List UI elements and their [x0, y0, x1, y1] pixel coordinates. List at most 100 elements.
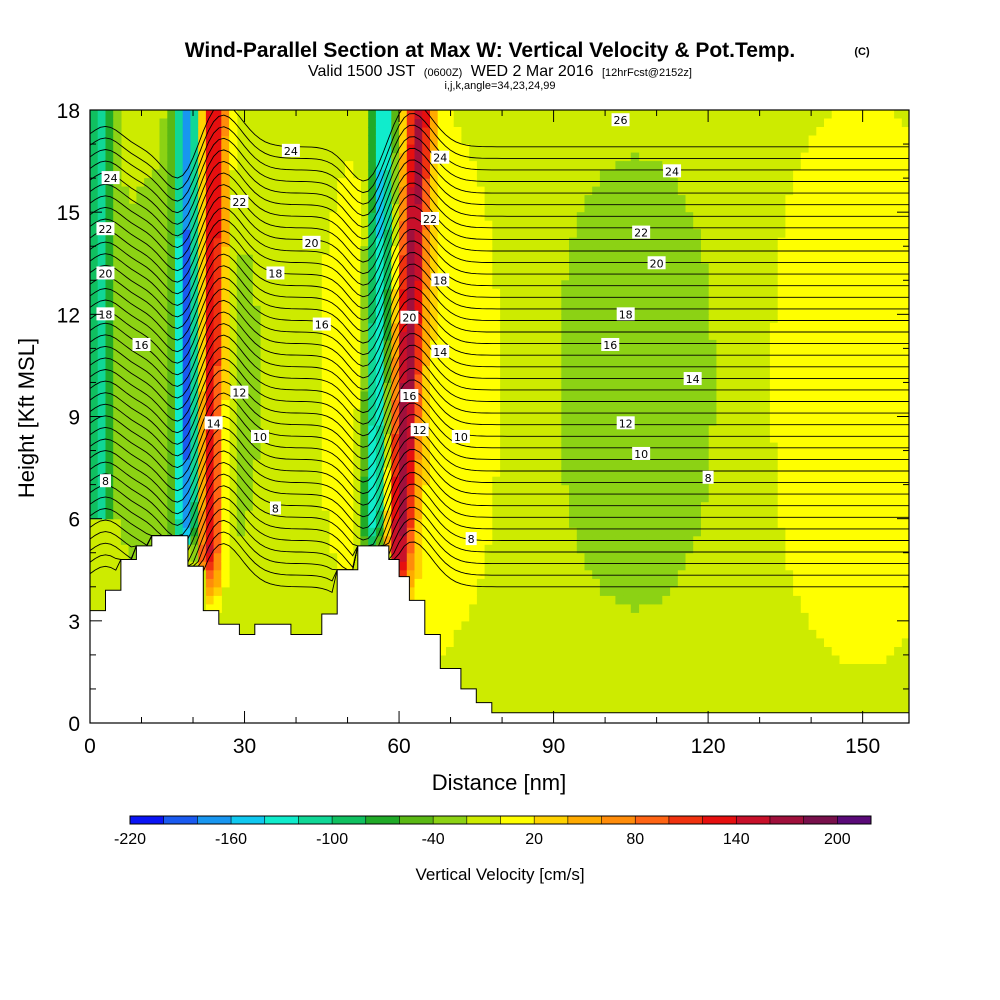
velocity-cell: [831, 493, 840, 503]
velocity-cell: [229, 118, 238, 128]
velocity-cell: [839, 544, 848, 554]
velocity-cell: [854, 399, 864, 409]
velocity-cell: [399, 467, 408, 477]
velocity-cell: [120, 425, 130, 435]
velocity-cell: [213, 442, 222, 452]
velocity-cell: [661, 186, 671, 196]
velocity-cell: [159, 356, 168, 366]
velocity-cell: [136, 399, 145, 409]
velocity-cell: [406, 263, 416, 273]
velocity-cell: [406, 229, 416, 239]
velocity-cell: [120, 501, 130, 511]
velocity-cell: [800, 288, 810, 298]
velocity-cell: [113, 246, 122, 256]
velocity-cell: [816, 229, 825, 239]
y-tick-label: 12: [57, 304, 80, 327]
velocity-cell: [661, 493, 671, 503]
velocity-cell: [893, 391, 902, 401]
velocity-cell: [677, 476, 686, 486]
velocity-cell: [692, 433, 701, 443]
velocity-cell: [182, 263, 191, 273]
velocity-cell: [437, 510, 446, 520]
velocity-cell: [607, 178, 616, 188]
velocity-cell: [638, 356, 647, 366]
velocity-cell: [368, 254, 377, 264]
velocity-cell: [654, 459, 663, 469]
velocity-cell: [808, 620, 817, 630]
velocity-cell: [654, 178, 663, 188]
velocity-cell: [437, 263, 446, 273]
velocity-cell: [422, 459, 431, 469]
velocity-cell: [793, 399, 802, 409]
theta-contour-label: 20: [647, 256, 666, 270]
velocity-cell: [839, 195, 848, 205]
velocity-cell: [615, 203, 624, 213]
velocity-cell: [414, 297, 423, 307]
velocity-cell: [847, 450, 856, 460]
velocity-cell: [213, 271, 222, 281]
velocity-cell: [839, 237, 848, 247]
velocity-cell: [445, 280, 454, 290]
velocity-cell: [445, 254, 454, 264]
velocity-cell: [831, 637, 840, 647]
velocity-cell: [839, 186, 848, 196]
velocity-cell: [638, 297, 647, 307]
velocity-cell: [244, 263, 253, 273]
velocity-cell: [414, 356, 423, 366]
velocity-cell: [684, 314, 694, 324]
velocity-cell: [182, 135, 191, 145]
velocity-cell: [453, 169, 462, 179]
theta-contour-line: [90, 379, 909, 460]
velocity-cell: [190, 348, 199, 358]
velocity-cell: [646, 484, 655, 494]
velocity-cell: [854, 620, 864, 630]
velocity-cell: [221, 501, 230, 511]
velocity-cell: [430, 118, 439, 128]
velocity-cell: [623, 450, 632, 460]
velocity-cell: [808, 561, 817, 571]
velocity-cell: [97, 348, 106, 358]
velocity-cell: [175, 339, 184, 349]
velocity-cell: [205, 314, 215, 324]
velocity-cell: [97, 356, 106, 366]
velocity-cell: [584, 305, 593, 315]
velocity-cell: [661, 399, 671, 409]
velocity-cell: [561, 356, 570, 366]
velocity-cell: [669, 186, 678, 196]
velocity-cell: [151, 373, 161, 383]
velocity-cell: [661, 552, 671, 562]
velocity-cell: [893, 220, 902, 230]
velocity-cell: [870, 408, 879, 418]
velocity-cell: [816, 467, 825, 477]
velocity-cell: [437, 476, 446, 486]
velocity-cell: [97, 459, 106, 469]
velocity-cell: [654, 578, 663, 588]
velocity-cell: [599, 195, 609, 205]
velocity-cell: [592, 331, 601, 341]
velocity-cell: [175, 476, 184, 486]
velocity-cell: [870, 297, 879, 307]
velocity-cell: [839, 527, 848, 537]
velocity-cell: [599, 450, 609, 460]
velocity-cell: [120, 280, 130, 290]
velocity-cell: [445, 476, 454, 486]
velocity-cell: [847, 629, 856, 639]
velocity-cell: [854, 586, 864, 596]
velocity-cell: [692, 416, 701, 426]
velocity-cell: [576, 459, 586, 469]
velocity-cell: [360, 510, 369, 520]
velocity-cell: [785, 450, 794, 460]
velocity-cell: [901, 263, 909, 273]
velocity-cell: [368, 195, 377, 205]
velocity-cell: [113, 476, 122, 486]
velocity-cell: [205, 586, 215, 596]
velocity-cell: [669, 195, 678, 205]
velocity-cell: [213, 603, 222, 613]
velocity-cell: [182, 391, 191, 401]
velocity-cell: [460, 246, 470, 256]
velocity-cell: [824, 178, 833, 188]
velocity-cell: [684, 425, 694, 435]
velocity-cell: [870, 305, 879, 315]
velocity-cell: [854, 646, 864, 656]
velocity-cell: [213, 212, 222, 222]
